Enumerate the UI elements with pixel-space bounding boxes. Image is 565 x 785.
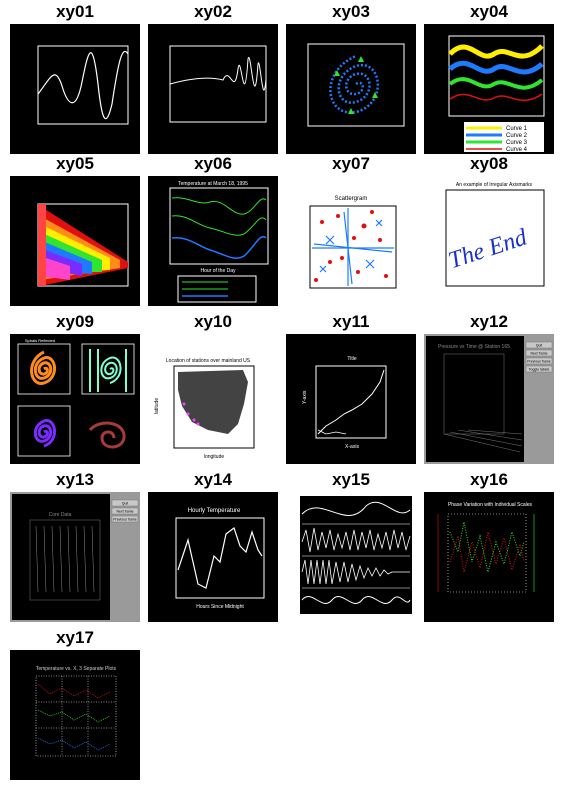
- y-axis-label: latitude: [154, 398, 160, 414]
- gallery-item-xy06[interactable]: xy06 Temperature at March 18, 1995 Hour …: [148, 154, 278, 306]
- plot-thumbnail[interactable]: Location of stations over mainland US la…: [148, 334, 278, 464]
- legend-entry: Curve 3: [506, 140, 528, 146]
- plot-thumbnail[interactable]: Scattergram: [286, 176, 416, 306]
- item-title: xy14: [194, 470, 232, 489]
- plot-title: Spirals Reflected: [25, 338, 55, 343]
- gallery-item-xy04[interactable]: xy04 Curve 1 Curve 2 Curve 3 Curve 4: [424, 2, 554, 154]
- xy03-plot: [307, 43, 405, 127]
- xy15-plot: [286, 492, 416, 622]
- item-title: xy16: [470, 470, 508, 489]
- plot-title: Title: [347, 356, 356, 362]
- gallery-item-xy17[interactable]: xy17 Temperature vs. X, 3 Separate Plots: [10, 628, 140, 780]
- plot-title: Pressure vs Time @ Station 165: [438, 344, 510, 350]
- legend-entry: Curve 4: [506, 147, 528, 153]
- plot-thumbnail[interactable]: Pressure vs Time @ Station 165 Quit Next…: [424, 334, 554, 464]
- plot-thumbnail[interactable]: Curve 1 Curve 2 Curve 3 Curve 4: [424, 24, 554, 154]
- previous-frame-button: Previous frame: [527, 360, 551, 364]
- previous-frame-button: Previous frame: [113, 518, 137, 522]
- item-title: xy06: [194, 154, 232, 173]
- plot-title: Location of stations over mainland US: [166, 358, 251, 364]
- gallery-item-xy12[interactable]: xy12 Pressure vs Time @ Station 165 Quit…: [424, 312, 554, 464]
- plot-title: Temperature vs. X, 3 Separate Plots: [36, 666, 117, 672]
- plot-thumbnail[interactable]: [286, 24, 416, 154]
- xy06-plot: Temperature at March 18, 1995 Hour of th…: [169, 181, 269, 303]
- plot-title: Scattergram: [335, 196, 368, 202]
- plot-thumbnail[interactable]: Temperature at March 18, 1995 Hour of th…: [148, 176, 278, 306]
- xy01-plot: [37, 45, 129, 125]
- gallery-item-xy14[interactable]: xy14 Hourly Temperature Hours Since Midn…: [148, 470, 278, 622]
- plot-thumbnail[interactable]: Title Y-axis X-axis: [286, 334, 416, 464]
- item-title: xy05: [56, 154, 94, 173]
- item-title: xy07: [332, 154, 370, 173]
- next-frame-button: Next frame: [116, 510, 133, 514]
- plot-thumbnail[interactable]: [10, 24, 140, 154]
- xy11-plot: Title Y-axis X-axis: [302, 356, 387, 450]
- plot-thumbnail[interactable]: Hourly Temperature Hours Since Midnight: [148, 492, 278, 622]
- gallery-item-xy03[interactable]: xy03: [286, 2, 416, 154]
- gallery-item-xy05[interactable]: xy05: [10, 154, 140, 306]
- item-title: xy03: [332, 2, 370, 21]
- item-title: xy17: [56, 628, 94, 647]
- plot-thumbnail[interactable]: [148, 24, 278, 154]
- item-title: xy09: [56, 312, 94, 331]
- plot-thumbnail[interactable]: Core Data Quit Next frame Previous frame: [10, 492, 140, 622]
- xy12-plot: Pressure vs Time @ Station 165 Quit Next…: [426, 336, 553, 462]
- xy14-plot: Hourly Temperature Hours Since Midnight: [175, 508, 265, 610]
- plot-title: Temperature at March 18, 1995: [178, 181, 248, 187]
- legend-entry: Curve 2: [506, 133, 528, 139]
- plot-thumbnail[interactable]: An example of Irregular Axismarks The En…: [424, 176, 554, 306]
- plot-title: Phase Variation with Individual Scales: [448, 502, 533, 508]
- gallery-item-xy15[interactable]: xy15: [286, 470, 416, 622]
- gallery-item-xy08[interactable]: xy08 An example of Irregular Axismarks T…: [424, 154, 554, 306]
- item-title: xy08: [470, 154, 508, 173]
- xy13-plot: Core Data Quit Next frame Previous frame: [12, 494, 139, 620]
- toggle-labels-button: Toggle labels: [529, 368, 550, 372]
- item-title: xy13: [56, 470, 94, 489]
- item-title: xy15: [332, 470, 370, 489]
- xy07-plot: Scattergram: [309, 196, 397, 289]
- quit-button: Quit: [122, 502, 128, 506]
- item-title: xy01: [56, 2, 94, 21]
- plot-title: Core Data: [49, 512, 72, 518]
- quit-button: Quit: [536, 344, 542, 348]
- x-axis-label: Hours Since Midnight: [196, 604, 244, 610]
- gallery-item-xy16[interactable]: xy16 Phase Variation with Individual Sca…: [424, 470, 554, 622]
- gallery-item-xy09[interactable]: xy09 Spirals Reflected: [10, 312, 140, 464]
- plot-thumbnail[interactable]: Phase Variation with Individual Scales: [424, 492, 554, 622]
- item-title: xy11: [332, 312, 370, 331]
- xy02-plot: [169, 45, 267, 123]
- x-axis-label: Hour of the Day: [200, 268, 236, 274]
- xy08-plot: An example of Irregular Axismarks The En…: [445, 182, 545, 287]
- gallery-item-xy07[interactable]: xy07 Scattergram: [286, 154, 416, 306]
- item-title: xy10: [194, 312, 232, 331]
- xy10-plot: Location of stations over mainland US la…: [154, 358, 255, 460]
- xy16-plot: Phase Variation with Individual Scales: [437, 502, 535, 593]
- xy05-plot: [37, 203, 129, 287]
- x-axis-label: longitude: [204, 454, 225, 460]
- signature-text: The End: [445, 224, 531, 274]
- plot-thumbnail[interactable]: Temperature vs. X, 3 Separate Plots: [10, 650, 140, 780]
- item-title: xy02: [194, 2, 232, 21]
- gallery-item-xy11[interactable]: xy11 Title Y-axis X-axis: [286, 312, 416, 464]
- xy04-plot: Curve 1 Curve 2 Curve 3 Curve 4: [448, 35, 545, 153]
- plot-thumbnail[interactable]: Spirals Reflected: [10, 334, 140, 464]
- item-title: xy12: [470, 312, 508, 331]
- gallery-item-xy02[interactable]: xy02: [148, 2, 278, 154]
- legend-entry: Curve 1: [506, 126, 528, 132]
- plot-thumbnail[interactable]: [286, 492, 416, 622]
- plot-title: Hourly Temperature: [188, 508, 241, 514]
- plot-title: An example of Irregular Axismarks: [456, 182, 533, 188]
- xy09-plot: Spirals Reflected: [17, 338, 135, 457]
- next-frame-button: Next frame: [530, 352, 547, 356]
- gallery-item-xy13[interactable]: xy13 Core Data Quit Next frame Previous …: [10, 470, 140, 622]
- xy17-plot: Temperature vs. X, 3 Separate Plots: [35, 666, 117, 757]
- plot-thumbnail[interactable]: [10, 176, 140, 306]
- item-title: xy04: [470, 2, 508, 21]
- y-axis-label: Y-axis: [302, 390, 308, 404]
- gallery-item-xy10[interactable]: xy10 Location of stations over mainland …: [148, 312, 278, 464]
- x-axis-label: X-axis: [345, 444, 359, 450]
- gallery-item-xy01[interactable]: xy01: [10, 2, 140, 154]
